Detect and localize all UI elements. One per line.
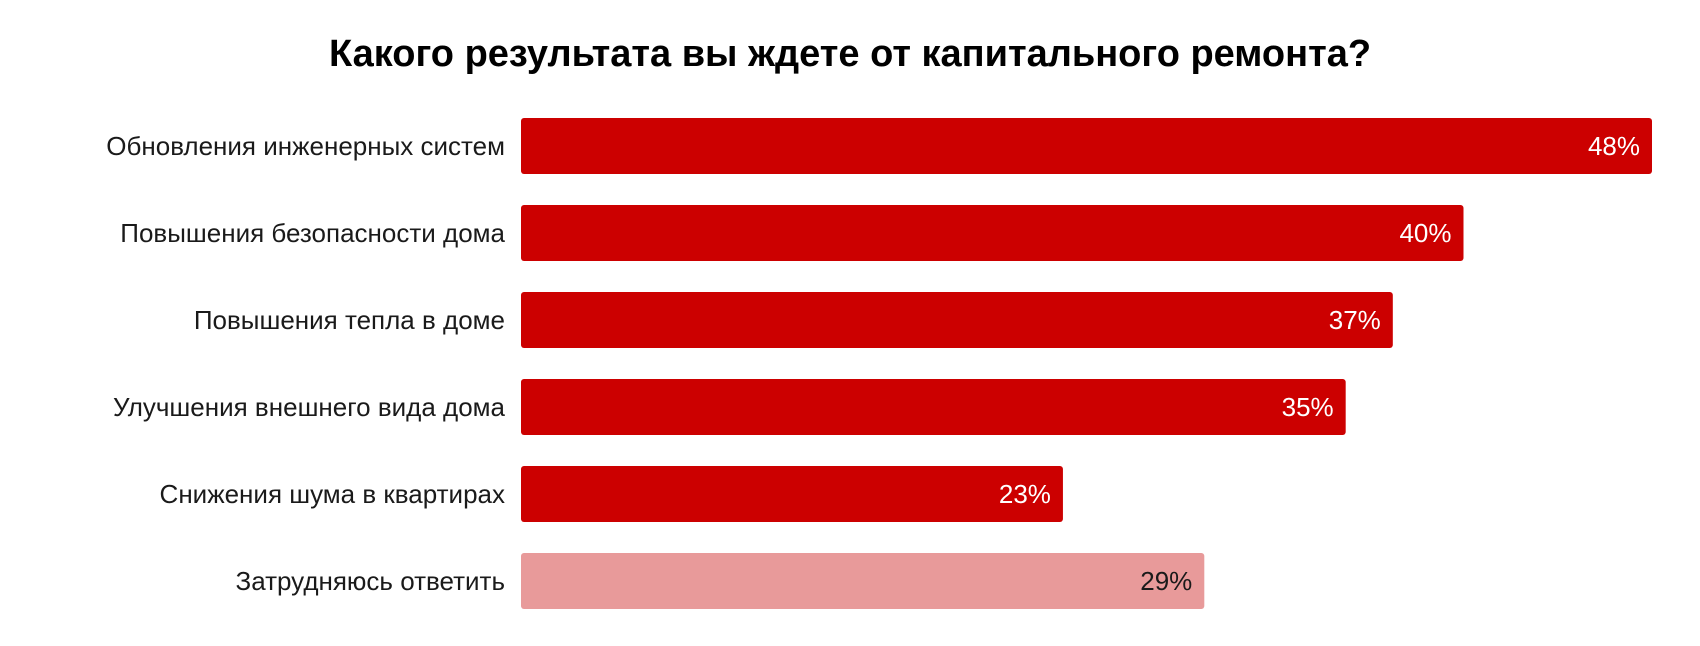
bar: [521, 118, 1652, 174]
value-label: 48%: [1588, 131, 1640, 161]
category-label: Улучшения внешнего вида дома: [113, 392, 506, 422]
category-label: Обновления инженерных систем: [106, 131, 505, 161]
value-label: 40%: [1399, 218, 1451, 248]
category-label: Повышения безопасности дома: [120, 218, 505, 248]
value-label: 35%: [1282, 392, 1334, 422]
bar: [521, 466, 1063, 522]
bar: [521, 553, 1205, 609]
chart-title: Какого результата вы ждете от капитально…: [329, 33, 1371, 75]
value-label: 29%: [1140, 566, 1192, 596]
category-label: Повышения тепла в доме: [194, 305, 505, 335]
category-label: Снижения шума в квартирах: [160, 479, 505, 509]
bar: [521, 205, 1464, 261]
bars: Обновления инженерных систем 48% Повышения…: [106, 118, 1652, 609]
category-label: Затрудняюсь ответить: [236, 566, 505, 596]
value-label: 37%: [1329, 305, 1381, 335]
bar: [521, 292, 1393, 348]
bar: [521, 379, 1346, 435]
value-label: 23%: [999, 479, 1051, 509]
